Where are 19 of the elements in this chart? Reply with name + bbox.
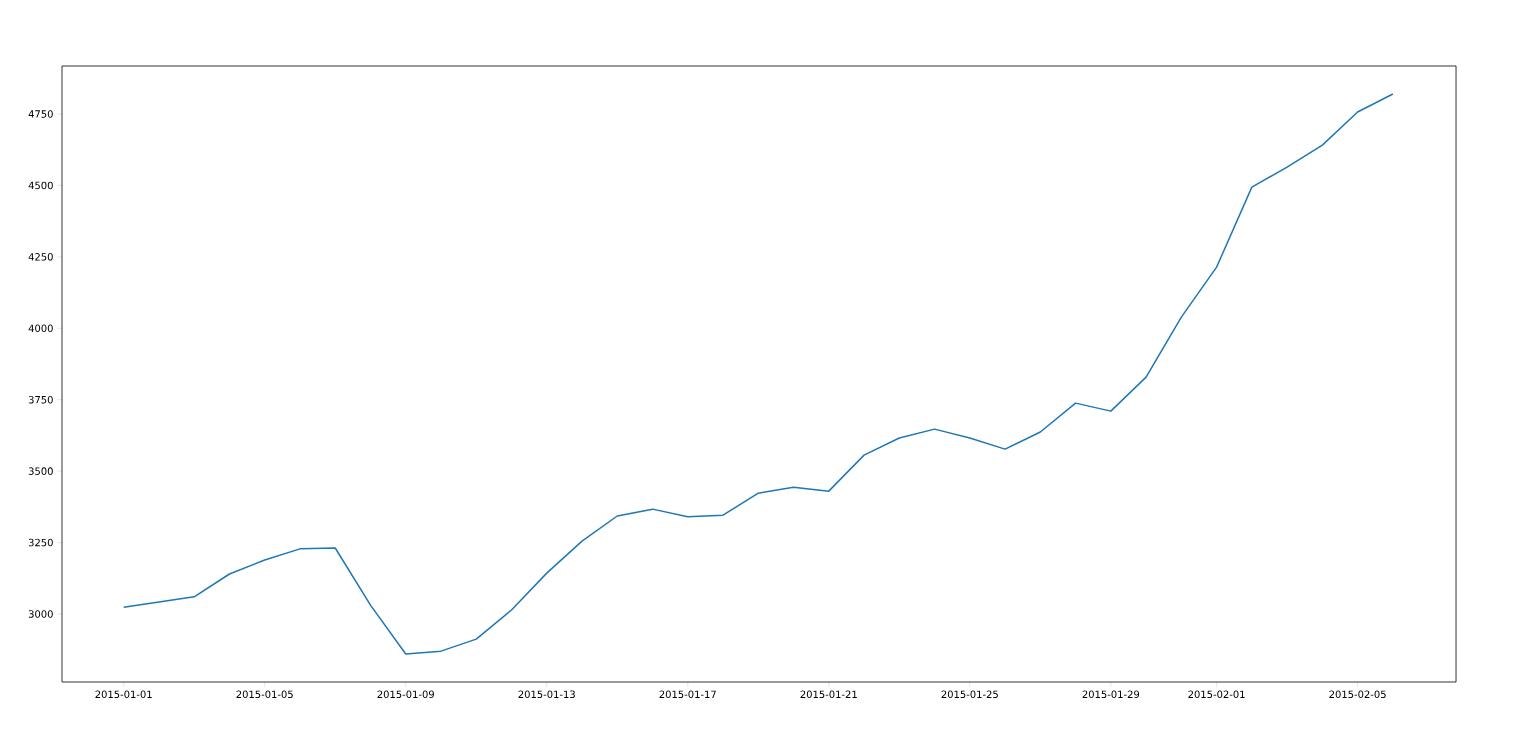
x-tick-label: 2015-02-01 — [1188, 690, 1245, 699]
x-tick-label: 2015-01-05 — [236, 690, 293, 699]
x-tick-label: 2015-01-17 — [659, 690, 716, 699]
y-tick-label: 3500 — [28, 467, 53, 475]
x-tick-label: 2015-02-05 — [1329, 690, 1386, 699]
y-tick-label: 3250 — [28, 538, 53, 547]
y-tick-label: 4500 — [28, 181, 53, 190]
x-tick-label: 2015-01-01 — [95, 690, 152, 699]
y-tick-label: 4250 — [28, 253, 53, 261]
x-tick-label: 2015-01-25 — [941, 690, 998, 699]
x-tick-label: 2015-01-21 — [800, 690, 857, 699]
y-tick-label: 3750 — [28, 395, 53, 404]
y-tick-label: 4750 — [28, 110, 53, 118]
x-tick-label: 2015-01-09 — [377, 690, 434, 699]
line-series — [122, 93, 1394, 655]
y-tick-label: 3000 — [28, 610, 53, 618]
x-tick-label: 2015-01-29 — [1082, 690, 1140, 699]
x-tick-label: 2015-01-13 — [518, 690, 575, 699]
y-tick-label: 4000 — [28, 324, 53, 333]
